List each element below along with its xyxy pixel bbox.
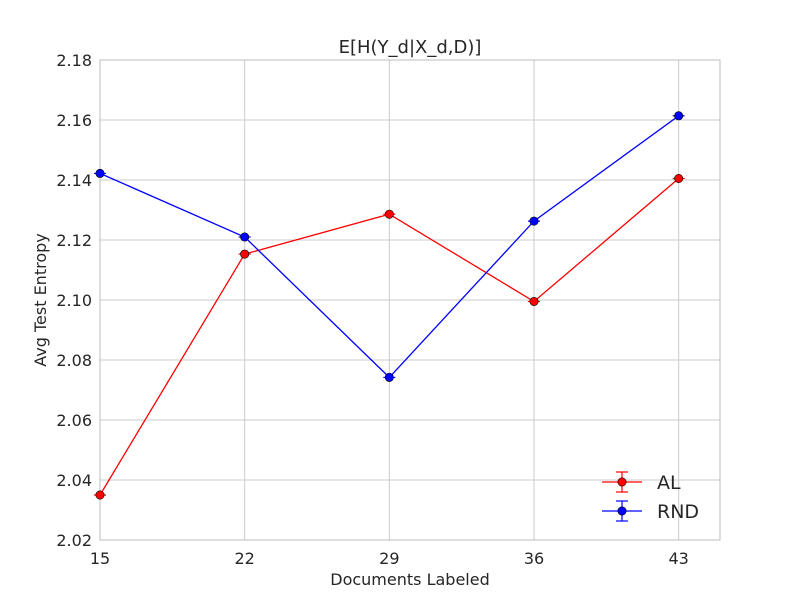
data-point bbox=[674, 111, 684, 121]
series-rnd bbox=[94, 111, 685, 382]
y-tick-label: 2.08 bbox=[56, 351, 92, 370]
y-tick-label: 2.06 bbox=[56, 411, 92, 430]
x-tick-label: 15 bbox=[90, 549, 110, 568]
x-tick-label: 43 bbox=[668, 549, 688, 568]
legend-item-rnd: RND bbox=[602, 500, 699, 523]
data-point bbox=[240, 232, 250, 242]
legend-label: RND bbox=[657, 501, 699, 523]
x-tick-label: 22 bbox=[234, 549, 254, 568]
series bbox=[94, 111, 685, 500]
y-tick-label: 2.04 bbox=[56, 471, 92, 490]
data-point bbox=[674, 174, 684, 184]
data-point bbox=[529, 296, 539, 306]
series-al bbox=[94, 174, 685, 500]
y-tick-label: 2.18 bbox=[56, 51, 92, 70]
legend-marker bbox=[617, 506, 627, 516]
data-point bbox=[240, 249, 250, 259]
legend-item-al: AL bbox=[602, 471, 681, 494]
x-tick-label: 29 bbox=[379, 549, 399, 568]
legend-label: AL bbox=[657, 472, 681, 494]
plot-frame bbox=[99, 59, 721, 541]
y-tick-label: 2.10 bbox=[56, 291, 92, 310]
x-axis-label: Documents Labeled bbox=[330, 570, 489, 589]
data-point bbox=[95, 490, 105, 500]
y-tick-label: 2.12 bbox=[56, 231, 92, 250]
x-axis-ticks: 15 22 29 36 43 bbox=[90, 549, 689, 568]
legend-marker bbox=[617, 477, 627, 487]
y-axis-label: Avg Test Entropy bbox=[31, 233, 50, 366]
data-point bbox=[95, 168, 105, 178]
data-point bbox=[384, 209, 394, 219]
x-tick-label: 36 bbox=[524, 549, 544, 568]
data-point bbox=[529, 216, 539, 226]
data-point bbox=[384, 372, 394, 382]
y-tick-label: 2.16 bbox=[56, 111, 92, 130]
y-tick-label: 2.02 bbox=[56, 531, 92, 550]
chart-title: E[H(Y_d|X_d,D)] bbox=[339, 37, 482, 58]
y-tick-label: 2.14 bbox=[56, 171, 92, 190]
y-axis-ticks: 2.02 2.04 2.06 2.08 2.10 2.12 2.14 2.16 2.18 bbox=[56, 51, 92, 550]
legend: AL RND bbox=[602, 471, 699, 523]
